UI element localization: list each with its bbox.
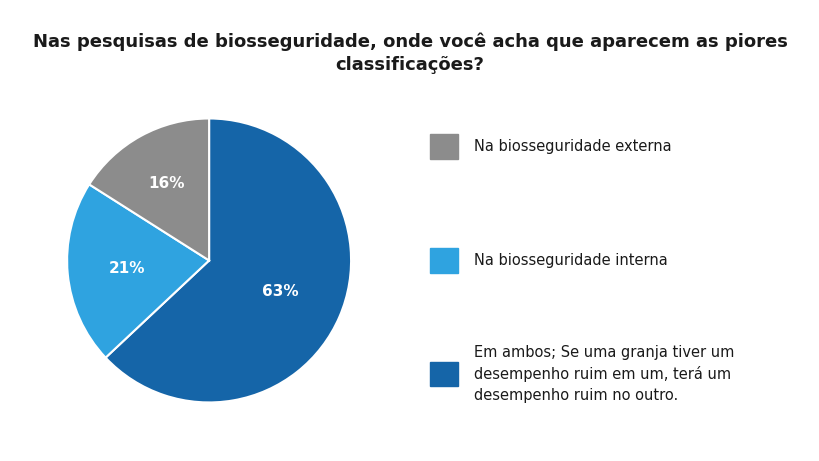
Text: 63%: 63% [262, 284, 299, 299]
Text: Em ambos; Se uma granja tiver um
desempenho ruim em um, terá um
desempenho ruim : Em ambos; Se uma granja tiver um desempe… [473, 345, 734, 403]
Wedge shape [106, 118, 351, 402]
Wedge shape [89, 118, 209, 260]
Text: Na biosseguridade interna: Na biosseguridade interna [473, 253, 667, 268]
Text: 21%: 21% [109, 261, 145, 276]
Bar [429, 248, 458, 273]
Wedge shape [67, 184, 209, 358]
Text: 16%: 16% [148, 176, 185, 191]
Bar [429, 361, 458, 386]
Text: Na biosseguridade externa: Na biosseguridade externa [473, 139, 671, 154]
Text: Nas pesquisas de biosseguridade, onde você acha que aparecem as piores
classific: Nas pesquisas de biosseguridade, onde vo… [33, 32, 786, 74]
Bar [429, 135, 458, 160]
